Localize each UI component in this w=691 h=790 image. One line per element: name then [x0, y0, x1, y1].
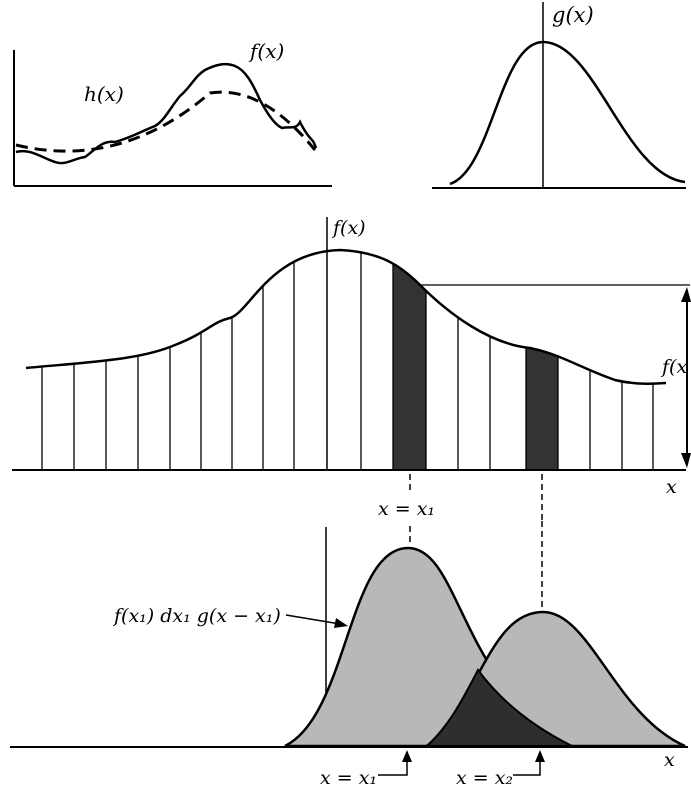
g-of-x-label: g(x) [552, 3, 594, 27]
x2-pointer-line [513, 755, 541, 776]
panel-g: g(x) [432, 2, 686, 189]
x2-pointer-head [535, 750, 545, 762]
highlighted-strip-x2 [526, 250, 558, 470]
f-curve-wiggly [15, 62, 318, 165]
x-equals-x2-label-bottom: x = x₂ [456, 767, 513, 789]
f-of-x-label-mid: f(x) [331, 217, 366, 239]
panel-convolution: f(x₁) dx₁ g(x − x₁) x x = x₁ x = x₂ [10, 521, 688, 789]
x-axis-label-mid: x [666, 476, 677, 498]
product-term-label: f(x₁) dx₁ g(x − x₁) [112, 605, 281, 627]
x-equals-x1-label-mid: x = x₁ [378, 498, 435, 520]
kernel-overlap-region [424, 668, 573, 747]
panel-f-h: f(x) h(x) [13, 39, 332, 187]
f-curve-smooth [25, 248, 667, 385]
x1-pointer-head [402, 750, 412, 762]
x-axis-label-bottom: x [664, 749, 675, 771]
f-of-x-label-right: f(x [660, 356, 687, 378]
height-arrow-head-down [681, 453, 691, 468]
x1-pointer-line [378, 755, 408, 776]
h-of-x-label: h(x) [84, 82, 124, 106]
g-curve [449, 40, 686, 186]
product-arrow-head [334, 618, 348, 628]
h-curve [15, 90, 317, 153]
height-arrow-head-up [681, 287, 691, 302]
f-of-x-label-top: f(x) [248, 39, 284, 63]
panel-strips: f(x) f(x x x = x₁ [12, 217, 691, 520]
product-arrow-shaft [285, 614, 341, 625]
x-equals-x1-label-bottom: x = x₁ [320, 767, 377, 789]
